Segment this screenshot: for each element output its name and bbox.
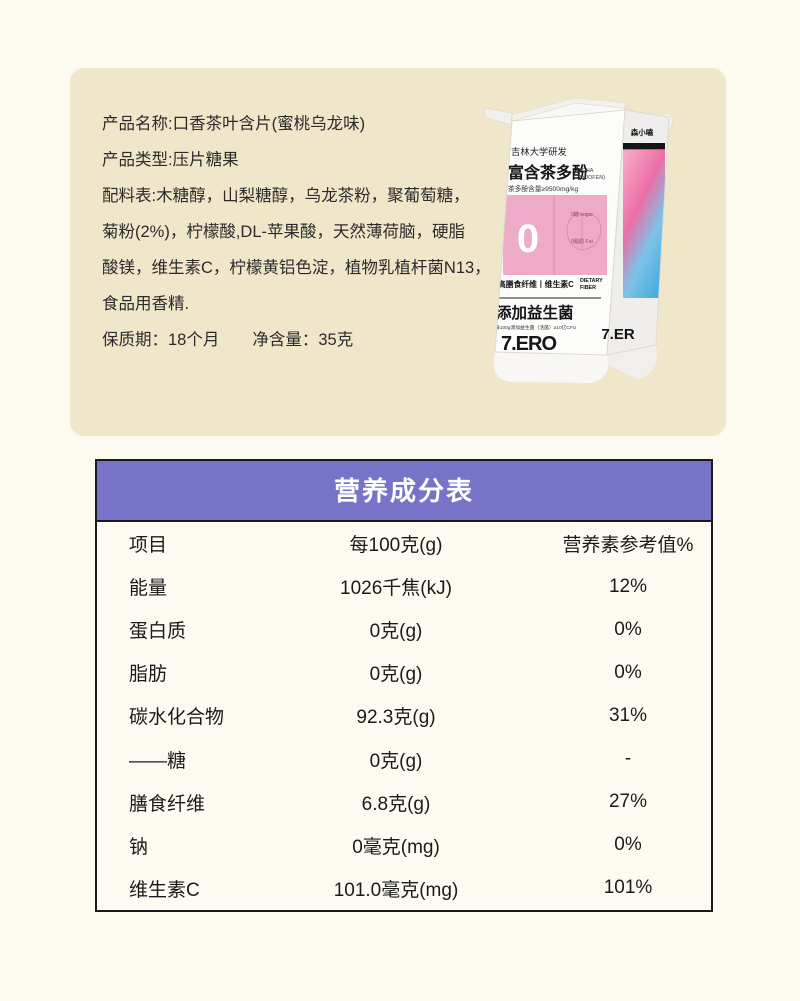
svg-text:吉林大学研发: 吉林大学研发 xyxy=(511,146,567,157)
svg-text:添加益生菌: 添加益生菌 xyxy=(496,303,574,322)
svg-text:DUOFEN): DUOFEN) xyxy=(580,175,605,181)
svg-text:(CHA: (CHA xyxy=(580,168,594,174)
svg-text:0糖 sugar: 0糖 sugar xyxy=(571,211,593,218)
svg-text:每100g添加益生菌（活菌）≥10亿CFU: 每100g添加益生菌（活菌）≥10亿CFU xyxy=(495,324,577,331)
svg-text:高膳食纤维丨维生素C: 高膳食纤维丨维生素C xyxy=(498,279,574,289)
svg-text:森小嗑: 森小嗑 xyxy=(631,127,654,137)
svg-text:0: 0 xyxy=(517,217,539,261)
svg-text:DIETARY: DIETARY xyxy=(580,278,603,284)
svg-text:0脂肪 Fat: 0脂肪 Fat xyxy=(571,238,593,245)
svg-text:7.ER: 7.ER xyxy=(601,326,635,343)
svg-text:茶多酚含量≥9500mg/kg: 茶多酚含量≥9500mg/kg xyxy=(508,184,578,193)
svg-text:7.ERO: 7.ERO xyxy=(501,333,556,355)
svg-text:富含茶多酚: 富含茶多酚 xyxy=(508,163,589,182)
svg-text:FIBER: FIBER xyxy=(580,285,596,291)
